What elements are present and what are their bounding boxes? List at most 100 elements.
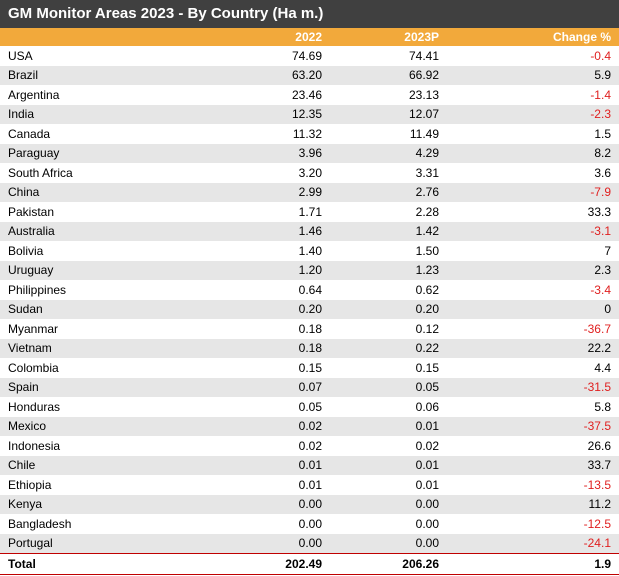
table-row: Chile 0.01 0.01 33.7 [0,455,619,475]
cell-change: 7 [447,241,619,261]
cell-change: 2.3 [447,260,619,280]
cell-country: Sudan [0,299,235,319]
total-change: 1.9 [447,553,619,575]
cell-change: 4.4 [447,358,619,378]
cell-change: 33.3 [447,202,619,222]
table-row: Honduras 0.05 0.06 5.8 [0,397,619,417]
cell-2022: 0.00 [235,494,330,514]
cell-country: Australia [0,221,235,241]
table-row: Australia 1.46 1.42 -3.1 [0,221,619,241]
cell-2022: 0.01 [235,455,330,475]
cell-change: -37.5 [447,416,619,436]
cell-2022: 0.01 [235,475,330,495]
cell-2023p: 0.05 [330,377,447,397]
cell-2022: 0.18 [235,338,330,358]
cell-country: Brazil [0,65,235,85]
cell-country: Uruguay [0,260,235,280]
cell-country: Vietnam [0,338,235,358]
cell-2022: 23.46 [235,85,330,105]
cell-country: Honduras [0,397,235,417]
cell-change: -0.4 [447,46,619,66]
table-row: Portugal 0.00 0.00 -24.1 [0,533,619,554]
cell-country: Philippines [0,280,235,300]
cell-change: -3.4 [447,280,619,300]
table-row: South Africa 3.20 3.31 3.6 [0,163,619,183]
cell-2023p: 12.07 [330,104,447,124]
column-header-change: Change % [447,28,619,46]
cell-2023p: 11.49 [330,124,447,144]
column-header-2023p: 2023P [330,28,447,46]
cell-change: 3.6 [447,163,619,183]
cell-change: -2.3 [447,104,619,124]
total-label: Total [0,553,235,575]
cell-2022: 0.20 [235,299,330,319]
table-body: USA 74.69 74.41 -0.4 Brazil 63.20 66.92 5.9 Arge… [0,46,619,554]
cell-2023p: 4.29 [330,143,447,163]
cell-change: -12.5 [447,514,619,534]
cell-2023p: 74.41 [330,46,447,66]
cell-2022: 12.35 [235,104,330,124]
table-row: Argentina 23.46 23.13 -1.4 [0,85,619,105]
cell-2023p: 0.01 [330,475,447,495]
cell-2023p: 1.42 [330,221,447,241]
cell-2023p: 0.15 [330,358,447,378]
cell-2022: 0.00 [235,533,330,554]
table-row: Kenya 0.00 0.00 11.2 [0,494,619,514]
cell-country: Bolivia [0,241,235,261]
cell-2022: 74.69 [235,46,330,66]
cell-2023p: 1.23 [330,260,447,280]
cell-2023p: 0.20 [330,299,447,319]
cell-2022: 1.46 [235,221,330,241]
cell-2022: 0.07 [235,377,330,397]
cell-change: -36.7 [447,319,619,339]
cell-2023p: 0.01 [330,455,447,475]
cell-2023p: 2.76 [330,182,447,202]
total-2023p: 206.26 [330,553,447,575]
cell-change: -3.1 [447,221,619,241]
table-row: Uruguay 1.20 1.23 2.3 [0,260,619,280]
cell-change: -7.9 [447,182,619,202]
cell-2023p: 0.00 [330,494,447,514]
cell-change: -24.1 [447,533,619,554]
cell-change: 5.8 [447,397,619,417]
table-row: Bangladesh 0.00 0.00 -12.5 [0,514,619,534]
table-row: Ethiopia 0.01 0.01 -13.5 [0,475,619,495]
cell-country: Argentina [0,85,235,105]
data-table: 2022 2023P Change % USA 74.69 74.41 -0.4 Bra… [0,28,619,575]
cell-2022: 2.99 [235,182,330,202]
cell-change: 0 [447,299,619,319]
cell-country: Myanmar [0,319,235,339]
column-header-country [0,28,235,46]
cell-country: Colombia [0,358,235,378]
cell-change: 26.6 [447,436,619,456]
column-header-2022: 2022 [235,28,330,46]
cell-country: Spain [0,377,235,397]
column-header-row: 2022 2023P Change % [0,28,619,46]
cell-2022: 3.96 [235,143,330,163]
table-row: Mexico 0.02 0.01 -37.5 [0,416,619,436]
cell-country: Ethiopia [0,475,235,495]
table-row: Pakistan 1.71 2.28 33.3 [0,202,619,222]
cell-change: 5.9 [447,65,619,85]
cell-change: 33.7 [447,455,619,475]
table-row: India 12.35 12.07 -2.3 [0,104,619,124]
cell-change: 11.2 [447,494,619,514]
total-2022: 202.49 [235,553,330,575]
cell-country: Paraguay [0,143,235,163]
cell-country: Kenya [0,494,235,514]
cell-2022: 3.20 [235,163,330,183]
table-row: Canada 11.32 11.49 1.5 [0,124,619,144]
cell-2022: 0.18 [235,319,330,339]
cell-country: Indonesia [0,436,235,456]
cell-2023p: 0.02 [330,436,447,456]
cell-2022: 0.05 [235,397,330,417]
cell-change: 8.2 [447,143,619,163]
total-row: Total 202.49 206.26 1.9 [0,553,619,575]
cell-2022: 1.71 [235,202,330,222]
cell-change: -1.4 [447,85,619,105]
cell-2022: 11.32 [235,124,330,144]
table-row: Paraguay 3.96 4.29 8.2 [0,143,619,163]
cell-2022: 0.00 [235,514,330,534]
table-row: Vietnam 0.18 0.22 22.2 [0,338,619,358]
cell-country: Mexico [0,416,235,436]
